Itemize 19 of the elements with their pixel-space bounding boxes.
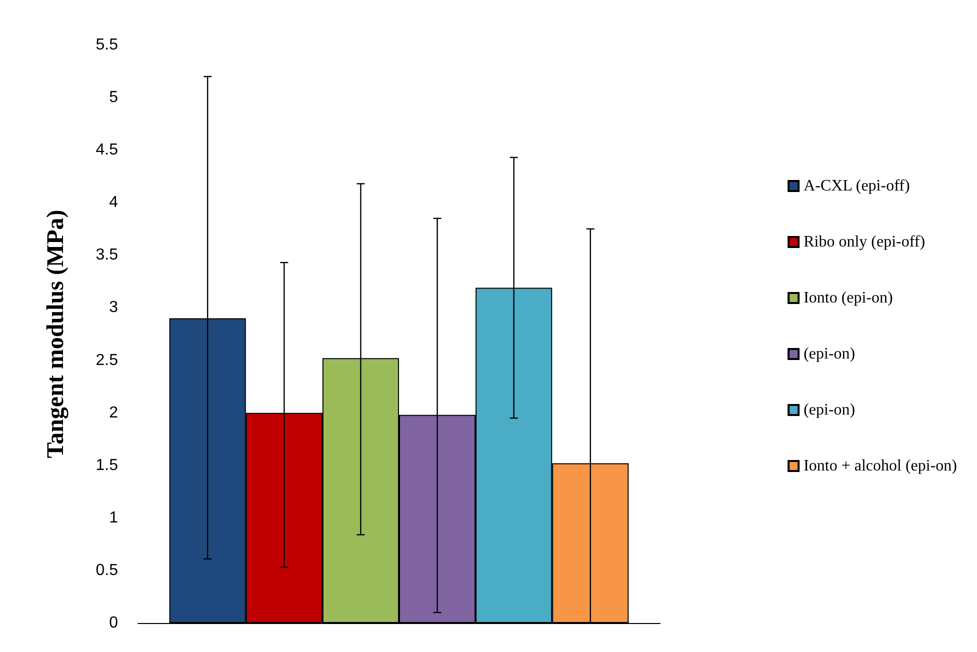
legend-label: Ribo only (epi-off) xyxy=(804,234,926,250)
legend-label: (epi-on) xyxy=(804,402,856,418)
y-tick-label: 0 xyxy=(109,614,118,632)
y-tick-label: 3.5 xyxy=(96,246,118,264)
legend-label: (epi-on) xyxy=(804,346,856,362)
y-tick-label: 2.5 xyxy=(96,352,118,369)
y-tick-label: 1.5 xyxy=(96,456,118,474)
y-tick-label: 1 xyxy=(109,509,118,526)
legend-label: A-CXL (epi-off) xyxy=(804,178,910,194)
y-axis-title: Tangent modulus (MPa) xyxy=(43,210,69,458)
y-tick-label: 5 xyxy=(109,89,118,106)
y-tick-label: 2 xyxy=(109,404,118,422)
legend-label: Ionto + alcohol (epi-on) xyxy=(804,458,957,474)
y-tick-label: 0.5 xyxy=(96,562,118,579)
y-tick-label: 5.5 xyxy=(96,36,118,54)
y-tick-label: 4 xyxy=(109,194,118,212)
legend-label: Ionto (epi-on) xyxy=(804,290,893,306)
y-tick-label: 4.5 xyxy=(96,142,118,159)
y-tick-label: 3 xyxy=(109,299,118,316)
